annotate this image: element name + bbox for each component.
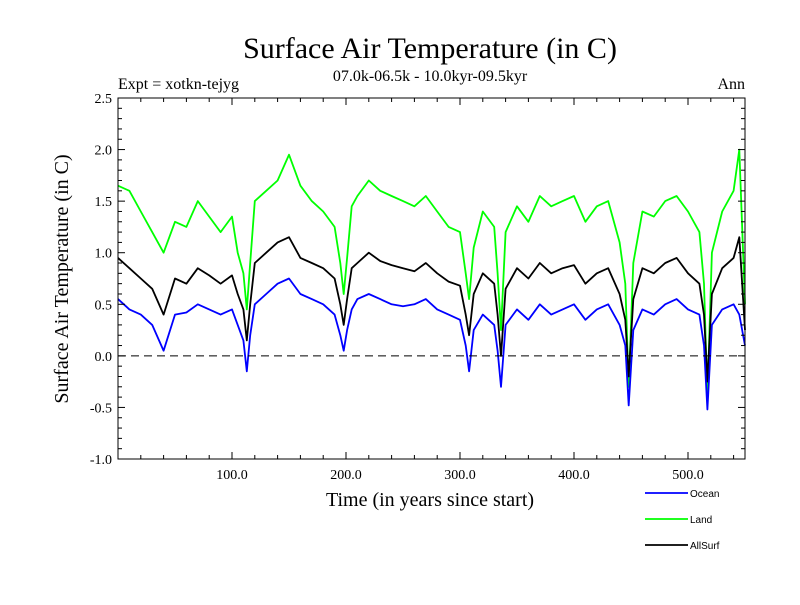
x-tick-label: 400.0 bbox=[558, 468, 590, 483]
x-tick-label: 300.0 bbox=[444, 468, 476, 483]
axes-layer: -1.0 -0.5 0.0 0.5 1.0 1.5 2.0 2.5 100.0 200.0 300.… bbox=[90, 92, 745, 483]
x-tick-label: 200.0 bbox=[330, 468, 362, 483]
y-axis-label: Surface Air Temperature (in C) bbox=[51, 154, 73, 403]
series-layer bbox=[117, 148, 746, 411]
series-line-allsurf bbox=[117, 236, 746, 383]
legend-label-ocean: Ocean bbox=[690, 489, 719, 500]
experiment-label: Expt = xotkn-tejyg bbox=[118, 76, 239, 93]
chart-subtitle: 07.0k-06.5k - 10.0kyr-09.5kyr bbox=[333, 68, 528, 85]
chart-title: Surface Air Temperature (in C) bbox=[243, 32, 617, 65]
series-line-land bbox=[117, 148, 746, 399]
y-tick-label: 2.5 bbox=[95, 92, 113, 107]
y-tick-label: 0.5 bbox=[95, 298, 113, 313]
y-tick-label: -0.5 bbox=[90, 401, 112, 416]
legend-label-land: Land bbox=[690, 515, 712, 526]
season-label: Ann bbox=[717, 76, 745, 93]
legend-label-allsurf: AllSurf bbox=[690, 541, 720, 552]
y-tick-label: 1.0 bbox=[95, 247, 113, 262]
x-axis-label: Time (in years since start) bbox=[326, 489, 534, 511]
plot-frame bbox=[117, 97, 746, 460]
y-tick-label: -1.0 bbox=[90, 453, 112, 468]
series-line-ocean bbox=[117, 277, 746, 411]
legend: Ocean Land AllSurf bbox=[645, 489, 720, 552]
x-tick-label: 500.0 bbox=[672, 468, 704, 483]
y-tick-label: 2.0 bbox=[95, 144, 113, 159]
y-tick-label: 0.0 bbox=[95, 350, 113, 365]
y-tick-label: 1.5 bbox=[95, 195, 113, 210]
x-tick-label: 100.0 bbox=[216, 468, 248, 483]
